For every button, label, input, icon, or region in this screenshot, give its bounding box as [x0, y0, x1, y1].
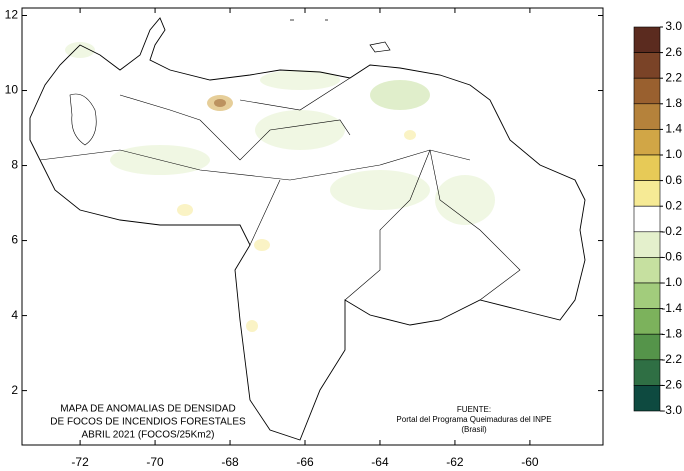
- y-tick-label: 6: [11, 233, 18, 247]
- source-line: (Brasil): [461, 425, 487, 434]
- colorbar-label: -3.0: [661, 403, 682, 417]
- colorbar-bin: [633, 129, 661, 156]
- y-tick-label: 2: [11, 383, 18, 397]
- colorbar-label: -2.6: [661, 378, 682, 392]
- colorbar-bin: [633, 180, 661, 207]
- source-block: FUENTE: Portal del Programa Queimaduras …: [396, 405, 551, 434]
- x-tick-label: -68: [221, 455, 239, 469]
- colorbar-bin: [633, 359, 661, 386]
- colorbar-label: 2.6: [665, 45, 682, 59]
- colorbar-label: 0.2: [665, 198, 682, 212]
- colorbar-bin: [633, 282, 661, 309]
- colorbar-bin: [633, 385, 661, 412]
- colorbar-label: -1.0: [661, 275, 682, 289]
- colorbar-label: -0.6: [661, 250, 682, 264]
- title-line: ABRIL 2021 (FOCOS/25Km2): [81, 430, 214, 441]
- colorbar-bin: [633, 154, 661, 181]
- y-tick-label: 12: [5, 8, 19, 22]
- colorbar-label: 1.4: [665, 122, 682, 136]
- colorbar-bin: [633, 77, 661, 105]
- x-tick-label: -70: [146, 455, 164, 469]
- colorbar-label: 0.6: [665, 173, 682, 187]
- source-line: FUENTE:: [457, 405, 491, 414]
- colorbar-label: 1.0: [665, 147, 682, 161]
- colorbar-label: -1.4: [661, 301, 682, 315]
- colorbar-bin: [633, 257, 661, 284]
- map-shapes: [29, 17, 586, 441]
- colorbar-bin: [633, 103, 661, 130]
- colorbar-bin: [633, 26, 661, 53]
- map-frame: [21, 7, 604, 446]
- x-tick-label: -72: [71, 455, 89, 469]
- colorbar-bin: [633, 205, 661, 233]
- y-tick-label: 4: [11, 308, 18, 322]
- y-tick-label: 8: [11, 158, 18, 172]
- source-line: Portal del Programa Queimaduras del INPE: [396, 415, 551, 424]
- colorbar-label: -0.2: [661, 224, 682, 238]
- x-tick-label: -60: [521, 455, 539, 469]
- colorbar-label: -2.2: [661, 352, 682, 366]
- colorbar-label: -1.8: [661, 326, 682, 340]
- x-tick-label: -66: [296, 455, 314, 469]
- colorbar: 3.0 2.6 2.2 1.8 1.4 1.0 0.6 0.2 -0.2 -0.6 -1.0 -1.4…: [633, 19, 682, 417]
- title-block: MAPA DE ANOMALIAS DE DENSIDAD DE FOCOS D…: [50, 404, 246, 441]
- colorbar-label: 1.8: [665, 96, 682, 110]
- colorbar-bin: [633, 231, 661, 258]
- y-tick-label: 10: [5, 83, 19, 97]
- colorbar-label: 3.0: [665, 19, 682, 33]
- colorbar-bin: [633, 333, 661, 361]
- axis-ticks: -72 -70 -68 -66 -64 -62 -60 2 4 6 8 10 12: [5, 8, 603, 469]
- colorbar-bin: [633, 52, 661, 79]
- title-line: DE FOCOS DE INCENDIOS FORESTALES: [50, 417, 246, 428]
- colorbar-bin: [633, 308, 661, 335]
- x-tick-label: -62: [446, 455, 464, 469]
- colorbar-label: 2.2: [665, 70, 682, 84]
- title-line: MAPA DE ANOMALIAS DE DENSIDAD: [60, 404, 235, 415]
- x-tick-label: -64: [371, 455, 389, 469]
